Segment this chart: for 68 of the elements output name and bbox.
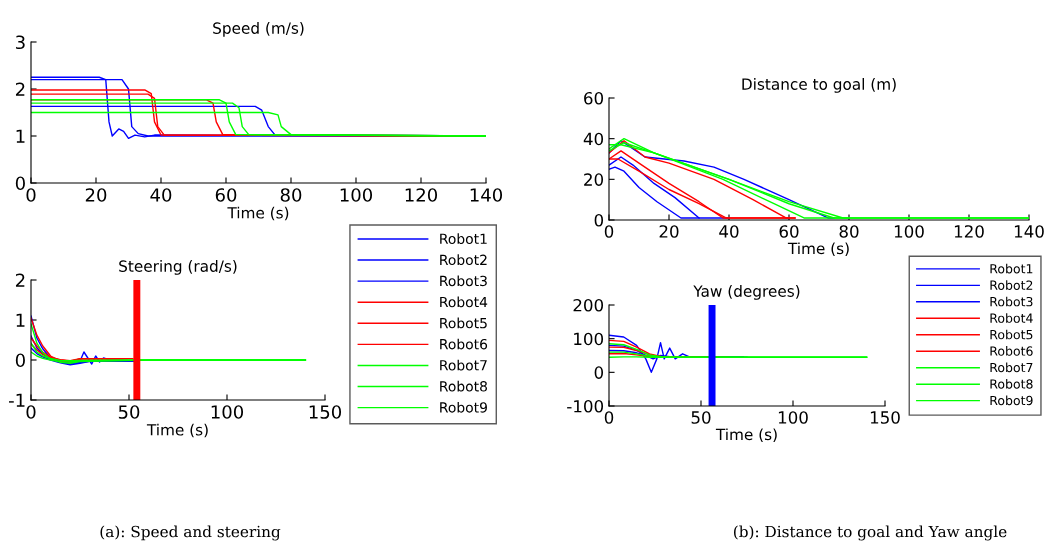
x-axis-title: Time (s) [146,423,208,438]
y-tick-label: 100 [574,332,604,346]
x-tick-label: 20 [659,225,679,238]
chart-title: Distance to goal (m) [742,78,896,93]
x-axis-title: Time (s) [787,242,849,256]
y-tick-label: 0 [15,353,25,368]
legend-label: Robot2 [440,254,487,266]
x-tick-label: 100 [340,188,373,202]
x-tick-label: 150 [870,411,900,424]
x-tick-label: 120 [405,188,438,202]
y-tick-label: 3 [16,35,25,50]
chart-title: Yaw (degrees) [693,285,800,300]
legend-label: Robot4 [440,296,488,308]
y-tick-label: -100 [567,399,604,413]
x-tick-label: 40 [719,225,739,238]
legend-label: Robot1 [440,233,487,245]
x-tick-label: 0 [604,225,614,238]
y-tick-label: 0 [594,213,604,227]
legend-label: Robot7 [990,362,1033,373]
legend-label: Robot3 [440,275,487,287]
x-tick-label: 100 [778,411,808,424]
y-tick-label: 0 [594,366,604,379]
text: (a): Speed and steering [100,525,281,541]
legend-label: Robot6 [990,346,1033,356]
legend-label: Robot2 [990,280,1033,290]
x-tick-label: 100 [211,405,244,419]
legend-label: Robot7 [440,359,487,371]
x-tick-label: 80 [839,225,859,238]
y-tick-label: 1 [16,129,25,143]
text: (b): Distance to goal and Yaw angle [733,525,1007,541]
x-tick-label: 140 [1014,225,1044,238]
legend-label: Robot5 [440,317,487,329]
x-tick-label: 150 [309,405,342,419]
x-tick-label: 60 [215,188,237,202]
x-tick-label: 140 [470,188,503,202]
legend-label: Robot4 [990,313,1033,323]
x-tick-label: 60 [779,225,799,238]
y-tick-label: 2 [15,273,25,287]
chart-title: Steering (rad/s) [119,260,237,275]
x-axis-title: Time (s) [715,428,777,442]
x-tick-label: 120 [954,225,984,238]
legend-label: Robot8 [990,379,1033,389]
y-tick-label: 20 [584,173,604,186]
x-tick-label: 0 [26,405,36,419]
y-tick-label: 40 [583,132,604,146]
x-tick-label: 50 [691,411,711,424]
x-tick-label: 40 [150,188,172,202]
legend-label: Robot8 [440,380,487,392]
chart-title: Speed (m/s) [213,22,304,37]
y-tick-label: 0 [15,176,25,191]
legend-label: Robot9 [990,395,1033,406]
x-tick-label: 0 [604,411,614,424]
legend-label: Robot9 [440,401,487,413]
y-tick-label: 60 [584,91,604,105]
y-tick-label: 1 [16,313,25,327]
x-tick-label: 80 [280,188,302,202]
legend-label: Robot3 [990,296,1033,307]
x-tick-label: 0 [26,188,36,202]
x-axis-title: Time (s) [227,206,289,221]
x-tick-label: 20 [85,188,107,202]
legend-label: Robot1 [990,263,1033,274]
y-tick-label: 2 [15,82,25,96]
x-tick-label: 50 [118,405,140,419]
y-tick-label: -1 [9,393,25,407]
legend-label: Robot5 [990,329,1033,340]
x-tick-label: 100 [894,225,924,238]
y-tick-label: 200 [573,298,604,312]
legend-label: Robot6 [440,338,488,350]
